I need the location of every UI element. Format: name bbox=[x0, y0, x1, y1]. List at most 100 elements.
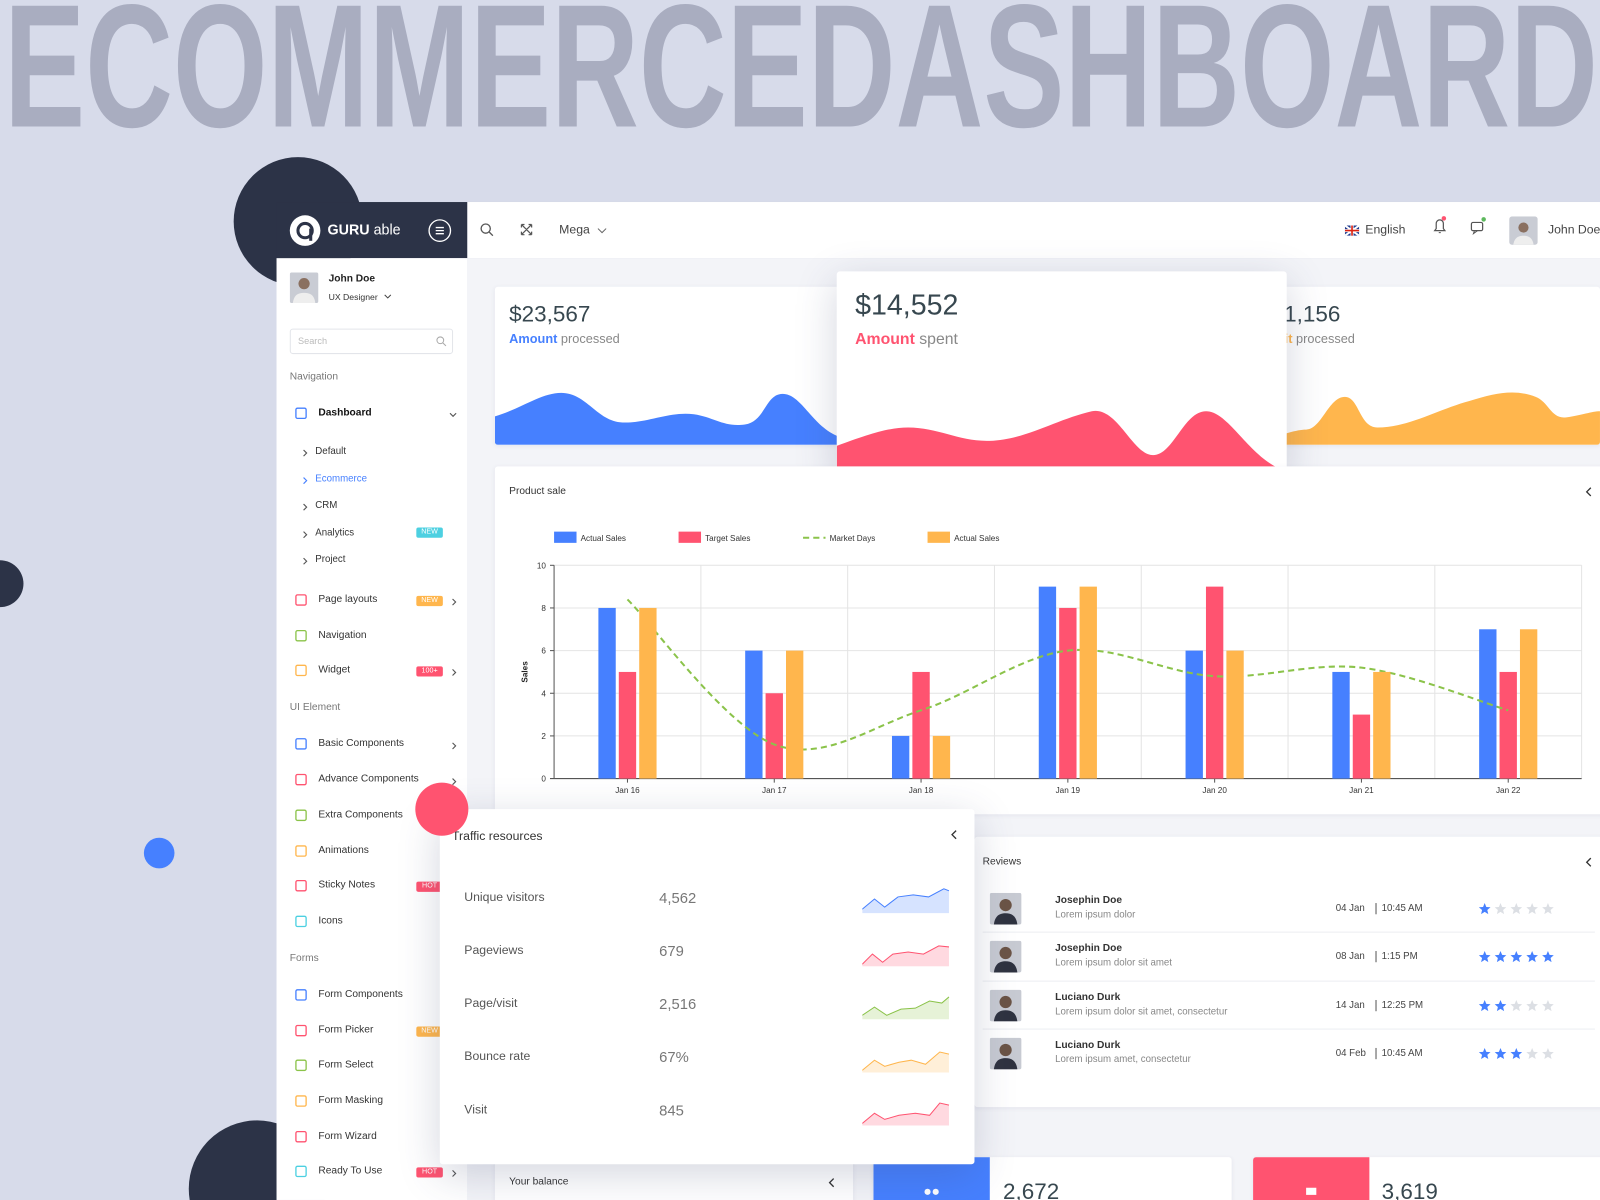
nav-section-title: UI Element bbox=[289, 702, 341, 714]
nav-item[interactable]: Extra Components bbox=[318, 808, 403, 821]
x-tick-label: Jan 18 bbox=[909, 786, 934, 795]
review-name: Luciano Durk bbox=[1055, 1039, 1121, 1051]
brand-bold: GURU bbox=[327, 221, 370, 238]
card-title: Product sale bbox=[509, 485, 566, 497]
rating-star bbox=[1510, 951, 1523, 963]
nav-icon-shape bbox=[295, 844, 307, 857]
nav-item[interactable]: Navigation bbox=[318, 629, 367, 641]
chevron-path bbox=[303, 449, 308, 457]
nav-section-title: Navigation bbox=[289, 371, 339, 383]
bell-icon[interactable] bbox=[1430, 214, 1450, 236]
bar bbox=[1332, 671, 1350, 779]
role-chevron bbox=[384, 294, 392, 299]
line bbox=[626, 598, 1509, 751]
nav-subitem[interactable]: Ecommerce bbox=[315, 472, 368, 485]
language[interactable]: English bbox=[1365, 222, 1406, 237]
chat-icon[interactable] bbox=[1468, 214, 1488, 236]
review-text: Lorem ipsum amet, consectetur bbox=[1055, 1053, 1191, 1066]
bar bbox=[912, 671, 930, 779]
menu-toggle[interactable] bbox=[428, 218, 452, 242]
x-tick-label: Jan 20 bbox=[1202, 786, 1227, 795]
legend-label: Actual Sales bbox=[581, 534, 626, 543]
bar bbox=[1373, 671, 1391, 779]
stat-wave bbox=[1244, 392, 1600, 445]
mega-menu[interactable]: Mega bbox=[559, 222, 590, 237]
nav-item[interactable]: Ready To Use bbox=[318, 1165, 383, 1177]
nav-item[interactable]: Sticky Notes bbox=[318, 879, 376, 892]
nav-item[interactable]: Form Picker bbox=[318, 1024, 374, 1036]
nav-badge: HOT bbox=[416, 881, 443, 893]
nav-item[interactable]: Dashboard bbox=[318, 407, 372, 419]
rating-star bbox=[1494, 903, 1507, 915]
decor-circle bbox=[0, 560, 24, 608]
nav-icon bbox=[295, 844, 307, 857]
chevron bbox=[303, 503, 308, 511]
x-tick-label: Jan 16 bbox=[615, 786, 640, 795]
rating bbox=[1478, 999, 1554, 1011]
rating-star bbox=[1478, 951, 1491, 963]
reviews-card: Reviews Josephin Doe Lorem ipsum dolor 04 … bbox=[974, 836, 1600, 1108]
sidebar: John Doe UX Designer Search Navigation Da… bbox=[276, 258, 468, 1200]
sidebar-search[interactable]: Search bbox=[289, 328, 454, 355]
review-time: 12:25 PM bbox=[1381, 999, 1424, 1011]
logo bbox=[289, 215, 321, 246]
bar bbox=[765, 693, 783, 779]
nav-icon bbox=[295, 1130, 307, 1143]
stat-keyword: Amount bbox=[509, 331, 558, 346]
wave-area bbox=[836, 410, 1287, 478]
nav-subitem[interactable]: Project bbox=[315, 554, 346, 566]
nav-icon bbox=[295, 880, 307, 892]
bar bbox=[1226, 650, 1244, 779]
nav-icon bbox=[295, 989, 307, 1001]
nav-icon-shape bbox=[295, 989, 307, 1001]
nav-icon bbox=[295, 1024, 307, 1036]
nav-item[interactable]: Widget bbox=[318, 664, 351, 676]
fullscreen-icon[interactable] bbox=[520, 223, 533, 236]
search-placeholder: Search bbox=[297, 335, 328, 346]
nav-item[interactable]: Form Wizard bbox=[318, 1130, 377, 1142]
header-avatar[interactable] bbox=[1509, 216, 1538, 245]
product-sale-chart: 0 2 4 6 8 10 Sales Jan 16 Jan 17 Jan 18 Jan 19 Jan … bbox=[521, 531, 1583, 795]
decor-circle bbox=[143, 837, 175, 869]
nav-icon-shape bbox=[295, 1166, 307, 1178]
card-collapse[interactable] bbox=[950, 830, 958, 840]
rating-star bbox=[1542, 999, 1554, 1011]
nav-icon-shape bbox=[295, 773, 307, 786]
bar bbox=[891, 735, 910, 779]
nav-item[interactable]: Advance Components bbox=[318, 773, 419, 785]
legend-label: Market Days bbox=[830, 534, 876, 543]
nav-item[interactable]: Form Masking bbox=[318, 1094, 384, 1107]
nav-item[interactable]: Form Select bbox=[318, 1059, 374, 1071]
rating bbox=[1478, 903, 1554, 915]
y-tick-label: 8 bbox=[541, 604, 546, 613]
balance-card: Your balance bbox=[494, 1157, 854, 1200]
header-user[interactable]: John Doe bbox=[1547, 222, 1600, 237]
wave-area bbox=[1244, 392, 1600, 445]
nav-item[interactable]: Page layouts bbox=[318, 593, 378, 606]
stat-wave bbox=[836, 410, 1287, 478]
nav-subitem[interactable]: CRM bbox=[315, 499, 338, 512]
nav-badge: NEW bbox=[416, 1026, 443, 1037]
nav-subitem[interactable]: Analytics bbox=[315, 527, 355, 539]
brand-bar: GURU able bbox=[276, 202, 468, 259]
card-title: Traffic resources bbox=[452, 828, 543, 843]
nav-icon-shape bbox=[295, 1059, 307, 1072]
banner-title: ECOMMERCEDASHBOARD bbox=[4, 0, 1598, 143]
sidebar-user-name: John Doe bbox=[328, 273, 376, 285]
nav-item[interactable]: Animations bbox=[318, 844, 369, 856]
nav-item[interactable]: Form Components bbox=[318, 988, 403, 1000]
rating-star bbox=[1526, 951, 1538, 963]
chevron bbox=[452, 598, 457, 606]
nav-subitem[interactable]: Default bbox=[315, 445, 347, 458]
card-collapse[interactable] bbox=[828, 1178, 836, 1188]
bar bbox=[785, 650, 804, 779]
search-icon[interactable] bbox=[480, 222, 494, 237]
review-text: Lorem ipsum dolor sit amet bbox=[1055, 957, 1173, 969]
rating-star bbox=[1478, 1047, 1491, 1059]
nav-item[interactable]: Basic Components bbox=[318, 738, 405, 750]
nav-icon bbox=[295, 773, 307, 786]
card-collapse[interactable] bbox=[1585, 487, 1593, 497]
nav-item[interactable]: Icons bbox=[318, 915, 343, 927]
chevron bbox=[449, 412, 457, 418]
card-collapse[interactable] bbox=[1585, 857, 1593, 867]
